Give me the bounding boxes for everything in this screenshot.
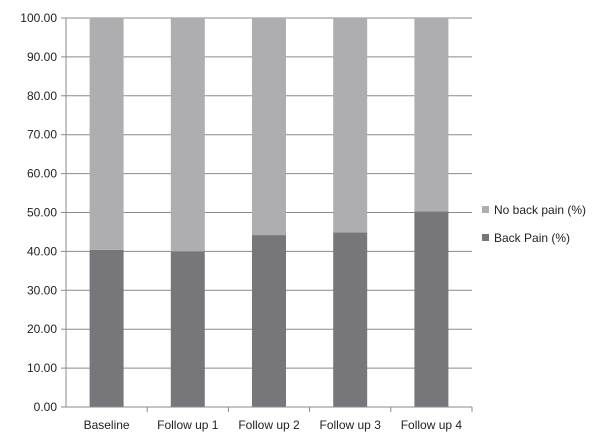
legend: No back pain (%) Back Pain (%) <box>482 203 586 245</box>
bar-segment <box>170 251 205 407</box>
bars <box>89 18 449 407</box>
y-tick-labels: 0.00 10.00 20.00 30.00 40.00 50.00 60.00 70.00 8… <box>20 11 57 414</box>
bar-segment <box>414 211 449 407</box>
axes <box>61 17 473 412</box>
y-tick-label: 30.00 <box>27 283 57 297</box>
y-tick-label: 20.00 <box>27 322 57 336</box>
bar-segment <box>252 235 286 407</box>
x-tick-label: Follow up 3 <box>320 418 382 432</box>
y-tick-label: 50.00 <box>27 206 57 220</box>
y-tick-label: 70.00 <box>27 128 57 142</box>
x-tick-label: Baseline <box>84 418 130 432</box>
x-tick-label: Follow up 1 <box>157 418 219 432</box>
bar-segment <box>414 18 449 212</box>
bar-segment <box>252 18 286 236</box>
x-tick-labels: Baseline Follow up 1 Follow up 2 Follow up … <box>84 418 463 432</box>
legend-swatch <box>482 206 489 213</box>
bar-segment <box>89 18 124 250</box>
x-tick-label: Follow up 2 <box>238 418 300 432</box>
y-tick-label: 90.00 <box>27 50 57 64</box>
bar-segment <box>333 18 368 233</box>
y-tick-label: 80.00 <box>27 89 57 103</box>
bar-segment <box>89 249 124 407</box>
y-tick-label: 40.00 <box>27 244 57 258</box>
y-tick-label: 60.00 <box>27 167 57 181</box>
y-tick-label: 0.00 <box>34 400 58 414</box>
legend-label: No back pain (%) <box>494 203 586 217</box>
legend-swatch <box>482 234 489 241</box>
x-tick-label: Follow up 4 <box>401 418 463 432</box>
bar-segment <box>333 232 368 407</box>
legend-label: Back Pain (%) <box>494 231 570 245</box>
y-tick-label: 10.00 <box>27 361 57 375</box>
y-tick-label: 100.00 <box>20 11 57 25</box>
bar-segment <box>170 18 205 252</box>
